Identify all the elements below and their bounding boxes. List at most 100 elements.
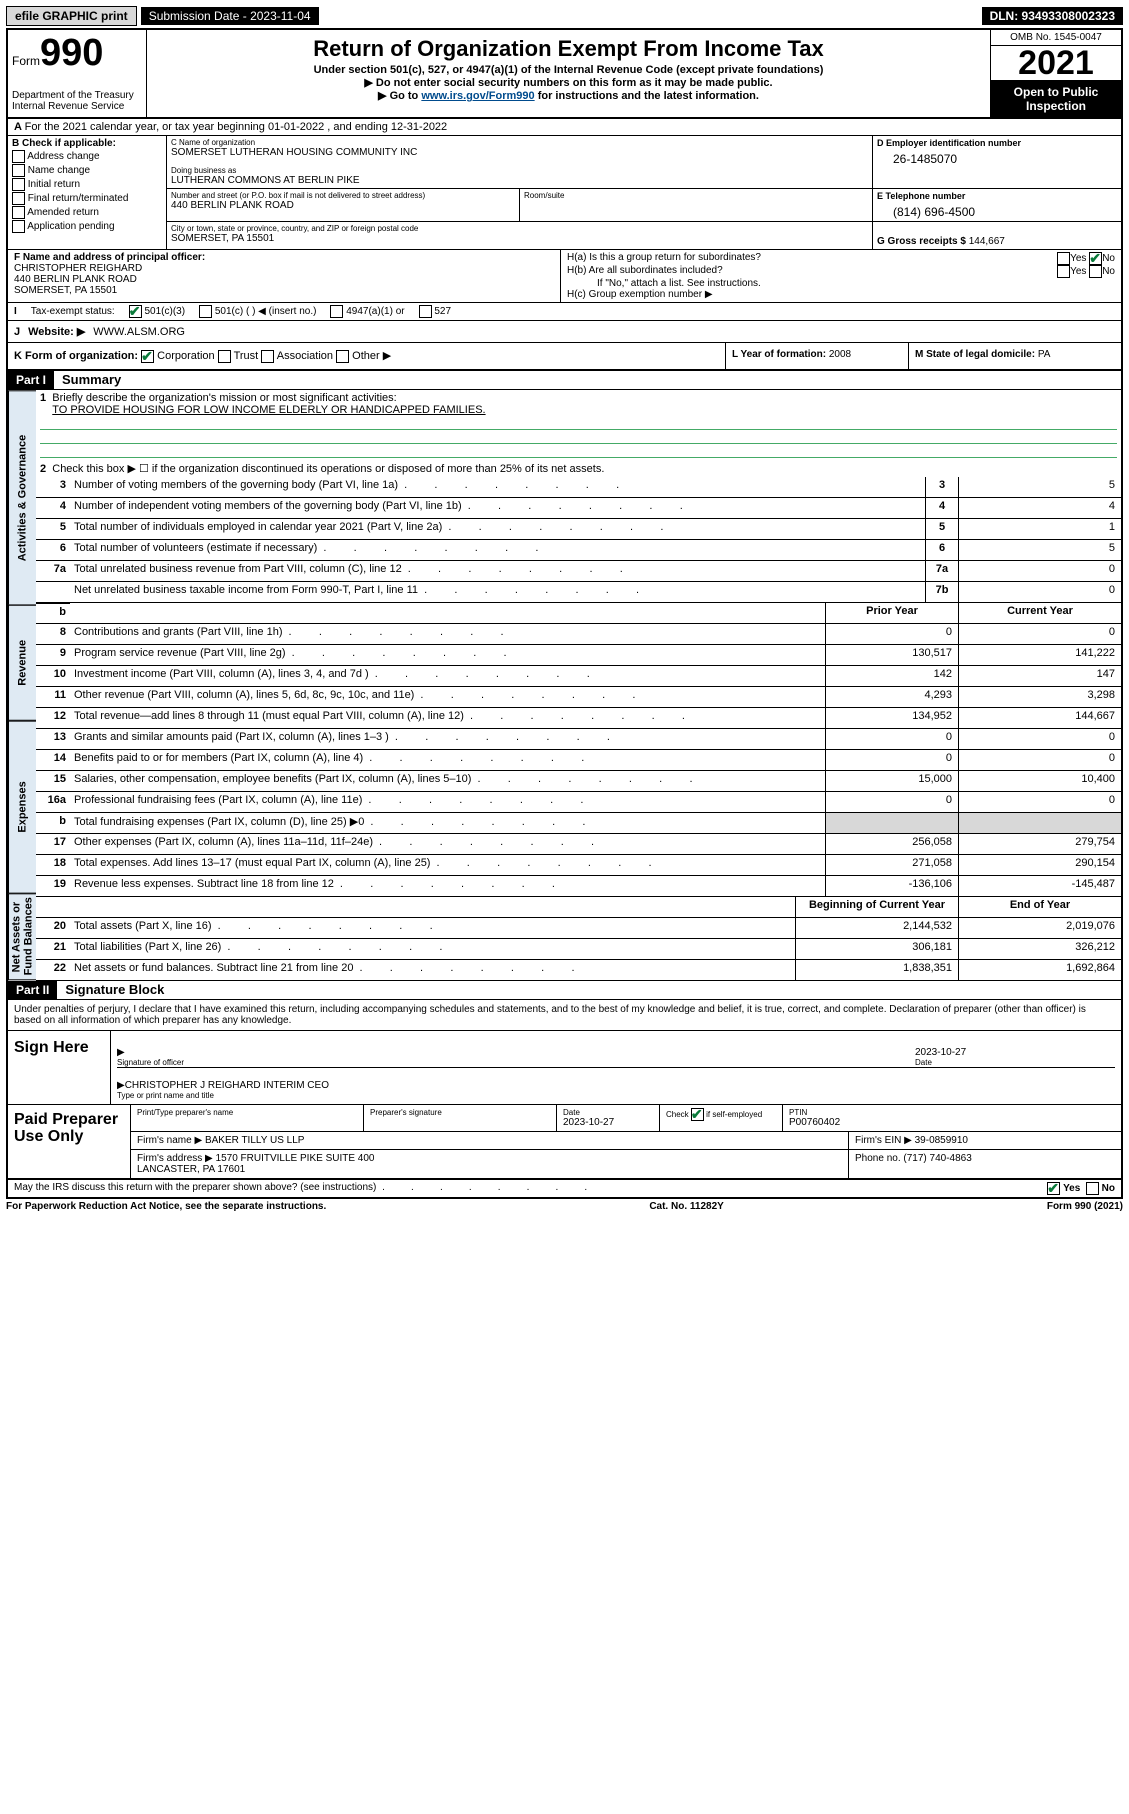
i-4947[interactable]	[330, 305, 343, 318]
dln: DLN: 93493308002323	[982, 7, 1123, 25]
line-1: 1 Briefly describe the organization's mi…	[36, 390, 1121, 460]
summary-line: bTotal fundraising expenses (Part IX, co…	[36, 813, 1121, 834]
cb-final[interactable]: Final return/terminated	[12, 192, 162, 205]
form-container: Form990 Department of the Treasury Inter…	[6, 28, 1123, 1199]
k-assoc[interactable]	[261, 350, 274, 363]
sign-content: ▶Signature of officer 2023-10-27Date ▶CH…	[111, 1031, 1121, 1104]
website-value: WWW.ALSM.ORG	[93, 326, 185, 338]
c-room: Room/suite	[520, 189, 872, 221]
summary-line: 16aProfessional fundraising fees (Part I…	[36, 792, 1121, 813]
summary-line: 17Other expenses (Part IX, column (A), l…	[36, 834, 1121, 855]
summary-line: 5Total number of individuals employed in…	[36, 519, 1121, 540]
summary-body: 1 Briefly describe the organization's mi…	[36, 390, 1121, 981]
summary-line: 7aTotal unrelated business revenue from …	[36, 561, 1121, 582]
header-center: Return of Organization Exempt From Incom…	[147, 30, 990, 117]
irs-link[interactable]: www.irs.gov/Form990	[421, 90, 534, 102]
department: Department of the Treasury Internal Reve…	[12, 90, 142, 112]
cb-amended[interactable]: Amended return	[12, 206, 162, 219]
col-b: B Check if applicable: Address change Na…	[8, 136, 167, 249]
i-row: I Tax-exempt status: 501(c)(3) 501(c) ( …	[8, 303, 1121, 321]
cb-initial[interactable]: Initial return	[12, 178, 162, 191]
h-a-label: H(a) Is this a group return for subordin…	[567, 252, 761, 265]
part2-header: Part II Signature Block	[8, 981, 1121, 1000]
summary-line: 20Total assets (Part X, line 16)2,144,53…	[36, 918, 1121, 939]
self-employed-cb[interactable]	[691, 1108, 704, 1121]
tab-activities: Activities & Governance	[8, 390, 36, 605]
h-b-note: If "No," attach a list. See instructions…	[567, 278, 1115, 289]
summary-line: 13Grants and similar amounts paid (Part …	[36, 729, 1121, 750]
summary: Activities & Governance Revenue Expenses…	[8, 390, 1121, 981]
i-527[interactable]	[419, 305, 432, 318]
efile-button[interactable]: efile GRAPHIC print	[6, 6, 137, 26]
sign-here-label: Sign Here	[8, 1031, 111, 1104]
hb-no[interactable]	[1089, 265, 1102, 278]
subtitle-3: ▶ Go to www.irs.gov/Form990 for instruct…	[153, 89, 984, 102]
l-cell: L Year of formation: 2008	[725, 343, 908, 369]
subtitle-2: ▶ Do not enter social security numbers o…	[153, 76, 984, 89]
cb-address[interactable]: Address change	[12, 150, 162, 163]
row-a: A For the 2021 calendar year, or tax yea…	[8, 119, 1121, 136]
open-public: Open to Public Inspection	[991, 81, 1121, 117]
paid-label: Paid Preparer Use Only	[8, 1105, 131, 1178]
k-trust[interactable]	[218, 350, 231, 363]
part1-header: Part I Summary	[8, 371, 1121, 390]
form-number: 990	[40, 32, 103, 74]
line-2: 2 Check this box ▶ ☐ if the organization…	[36, 460, 1121, 477]
may-irs-row: May the IRS discuss this return with the…	[8, 1180, 1121, 1197]
subtitle-1: Under section 501(c), 527, or 4947(a)(1)…	[153, 64, 984, 76]
tab-expenses: Expenses	[8, 721, 36, 894]
tab-column: Activities & Governance Revenue Expenses…	[8, 390, 36, 981]
k-other[interactable]	[336, 350, 349, 363]
form-header: Form990 Department of the Treasury Inter…	[8, 30, 1121, 119]
section-bcdefg: B Check if applicable: Address change Na…	[8, 136, 1121, 250]
discuss-yes[interactable]	[1047, 1182, 1060, 1195]
form-label: Form	[12, 54, 40, 68]
summary-line: 6Total number of volunteers (estimate if…	[36, 540, 1121, 561]
k-corp[interactable]	[141, 350, 154, 363]
form-title: Return of Organization Exempt From Incom…	[153, 36, 984, 62]
submission-date: Submission Date - 2023-11-04	[141, 7, 319, 25]
c-city: City or town, state or province, country…	[167, 222, 872, 249]
summary-line: 3Number of voting members of the governi…	[36, 477, 1121, 498]
tab-revenue: Revenue	[8, 605, 36, 721]
summary-line: 9Program service revenue (Part VIII, lin…	[36, 645, 1121, 666]
discuss-no[interactable]	[1086, 1182, 1099, 1195]
penalty-text: Under penalties of perjury, I declare th…	[8, 1000, 1121, 1031]
hb-yes[interactable]	[1057, 265, 1070, 278]
net-header: Beginning of Current Year End of Year	[36, 897, 1121, 918]
k-cell: K Form of organization: Corporation Trus…	[8, 343, 725, 369]
cb-pending[interactable]: Application pending	[12, 220, 162, 233]
summary-line: 14Benefits paid to or for members (Part …	[36, 750, 1121, 771]
tab-net: Net Assets or Fund Balances	[8, 893, 36, 980]
summary-line: 21Total liabilities (Part X, line 26)306…	[36, 939, 1121, 960]
summary-line: 15Salaries, other compensation, employee…	[36, 771, 1121, 792]
summary-line: 22Net assets or fund balances. Subtract …	[36, 960, 1121, 981]
summary-line: 8Contributions and grants (Part VIII, li…	[36, 624, 1121, 645]
top-bar: efile GRAPHIC print Submission Date - 20…	[6, 6, 1123, 26]
header-right: OMB No. 1545-0047 2021 Open to Public In…	[990, 30, 1121, 117]
header-left: Form990 Department of the Treasury Inter…	[8, 30, 147, 117]
fh-row: F Name and address of principal officer:…	[8, 250, 1121, 303]
i-501c3[interactable]	[129, 305, 142, 318]
f-officer: F Name and address of principal officer:…	[8, 250, 561, 302]
rev-header: b Prior Year Current Year	[36, 603, 1121, 624]
klm-row: K Form of organization: Corporation Trus…	[8, 343, 1121, 371]
cb-name[interactable]: Name change	[12, 164, 162, 177]
b-label: B Check if applicable:	[12, 138, 162, 149]
i-501c[interactable]	[199, 305, 212, 318]
col-cd: C Name of organization SOMERSET LUTHERAN…	[167, 136, 1121, 249]
summary-line: 10Investment income (Part VIII, column (…	[36, 666, 1121, 687]
e-phone: E Telephone number (814) 696-4500	[872, 189, 1121, 221]
paid-preparer-row: Paid Preparer Use Only Print/Type prepar…	[8, 1105, 1121, 1180]
paid-body: Print/Type preparer's name Preparer's si…	[131, 1105, 1121, 1178]
ha-no[interactable]	[1089, 252, 1102, 265]
g-receipts: G Gross receipts $ 144,667	[872, 222, 1121, 249]
tax-year: 2021	[991, 46, 1121, 81]
j-row: J Website: ▶ WWW.ALSM.ORG	[8, 321, 1121, 343]
m-cell: M State of legal domicile: PA	[908, 343, 1121, 369]
h-group: H(a) Is this a group return for subordin…	[561, 250, 1121, 302]
summary-line: Net unrelated business taxable income fr…	[36, 582, 1121, 603]
c-name: C Name of organization SOMERSET LUTHERAN…	[167, 136, 872, 188]
h-b-label: H(b) Are all subordinates included?	[567, 265, 723, 278]
ha-yes[interactable]	[1057, 252, 1070, 265]
